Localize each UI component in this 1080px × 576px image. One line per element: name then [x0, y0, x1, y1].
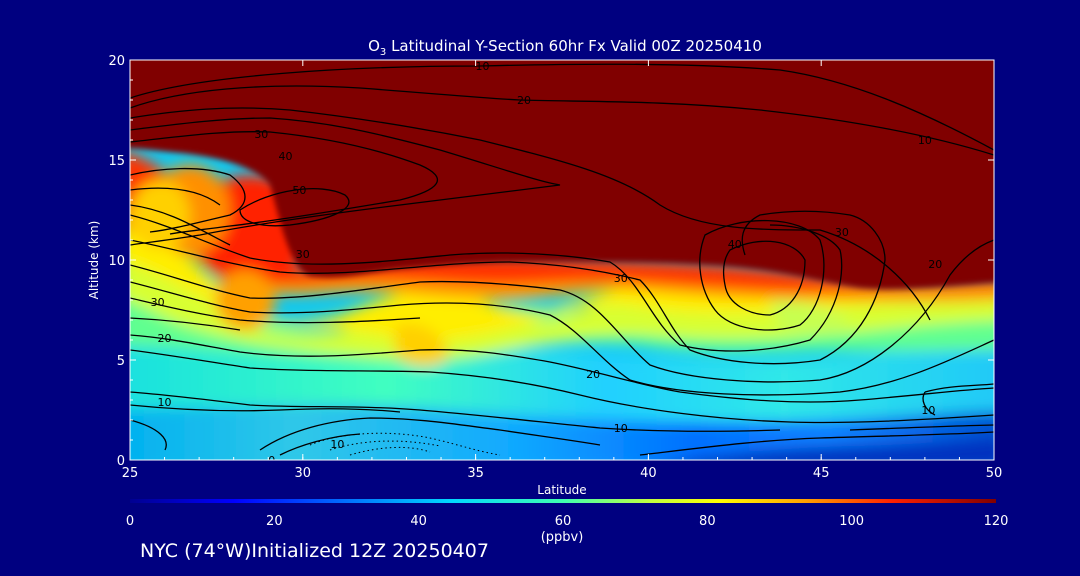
contour-label: 10 — [921, 404, 935, 417]
x-axis: 25 30 35 40 45 50 — [122, 60, 1003, 481]
contour-label: 30 — [151, 296, 165, 309]
colorbar-unit-label: (ppbv) — [541, 530, 584, 545]
colorbar: 0 20 40 60 80 100 120 (ppbv) — [126, 499, 1009, 545]
x-tick-label: 30 — [295, 466, 312, 481]
contour-label: 10 — [158, 396, 172, 409]
ozone-color-field: 10 20 30 40 50 10 40 30 30 30 20 30 20 20 10 10 10 10 0 — [130, 60, 994, 467]
y-axis-label: Altitude (km) — [87, 221, 101, 300]
contour-label: 20 — [158, 332, 172, 345]
y-tick-label: 0 — [117, 454, 125, 469]
y-tick-label: 5 — [117, 354, 125, 369]
contour-lines — [130, 63, 994, 456]
contour-label: 10 — [476, 60, 490, 73]
contour-label: 30 — [614, 272, 628, 285]
contour-label: 10 — [330, 438, 344, 451]
colorbar-tick-label: 80 — [699, 514, 716, 529]
colorbar-tick-label: 20 — [266, 514, 283, 529]
colorbar-tick-label: 120 — [984, 514, 1009, 529]
contour-label: 30 — [254, 128, 268, 141]
contour-label: 10 — [614, 422, 628, 435]
x-tick-label: 50 — [986, 466, 1003, 481]
contour-label: 30 — [835, 226, 849, 239]
contour-label: 40 — [279, 150, 293, 163]
location-init-text: NYC (74°W)Initialized 12Z 20250407 — [140, 540, 489, 562]
y-tick-label: 15 — [108, 154, 125, 169]
colorbar-tick-label: 60 — [555, 514, 572, 529]
contour-label: 20 — [928, 258, 942, 271]
colorbar-tick-label: 40 — [410, 514, 427, 529]
colorbar-tick-label: 0 — [126, 514, 134, 529]
contour-label: 20 — [586, 368, 600, 381]
x-tick-label: 35 — [467, 466, 484, 481]
contour-label: 30 — [296, 248, 310, 261]
chart-title: O3 Latitudinal Y-Section 60hr Fx Valid 0… — [368, 37, 762, 58]
contour-label: 0 — [268, 454, 275, 467]
colorbar-tick-label: 100 — [839, 514, 864, 529]
contour-label: 10 — [918, 134, 932, 147]
y-tick-label: 20 — [108, 54, 125, 69]
contour-label: 40 — [728, 238, 742, 251]
colorbar-gradient — [130, 499, 996, 503]
x-tick-label: 40 — [640, 466, 657, 481]
x-axis-label: Latitude — [537, 483, 586, 497]
x-tick-label: 45 — [813, 466, 830, 481]
y-axis: 0 5 10 15 20 — [108, 54, 994, 469]
y-tick-label: 10 — [108, 254, 125, 269]
x-tick-label: 25 — [122, 466, 139, 481]
contour-label: 50 — [292, 184, 306, 197]
contour-label: 20 — [517, 94, 531, 107]
